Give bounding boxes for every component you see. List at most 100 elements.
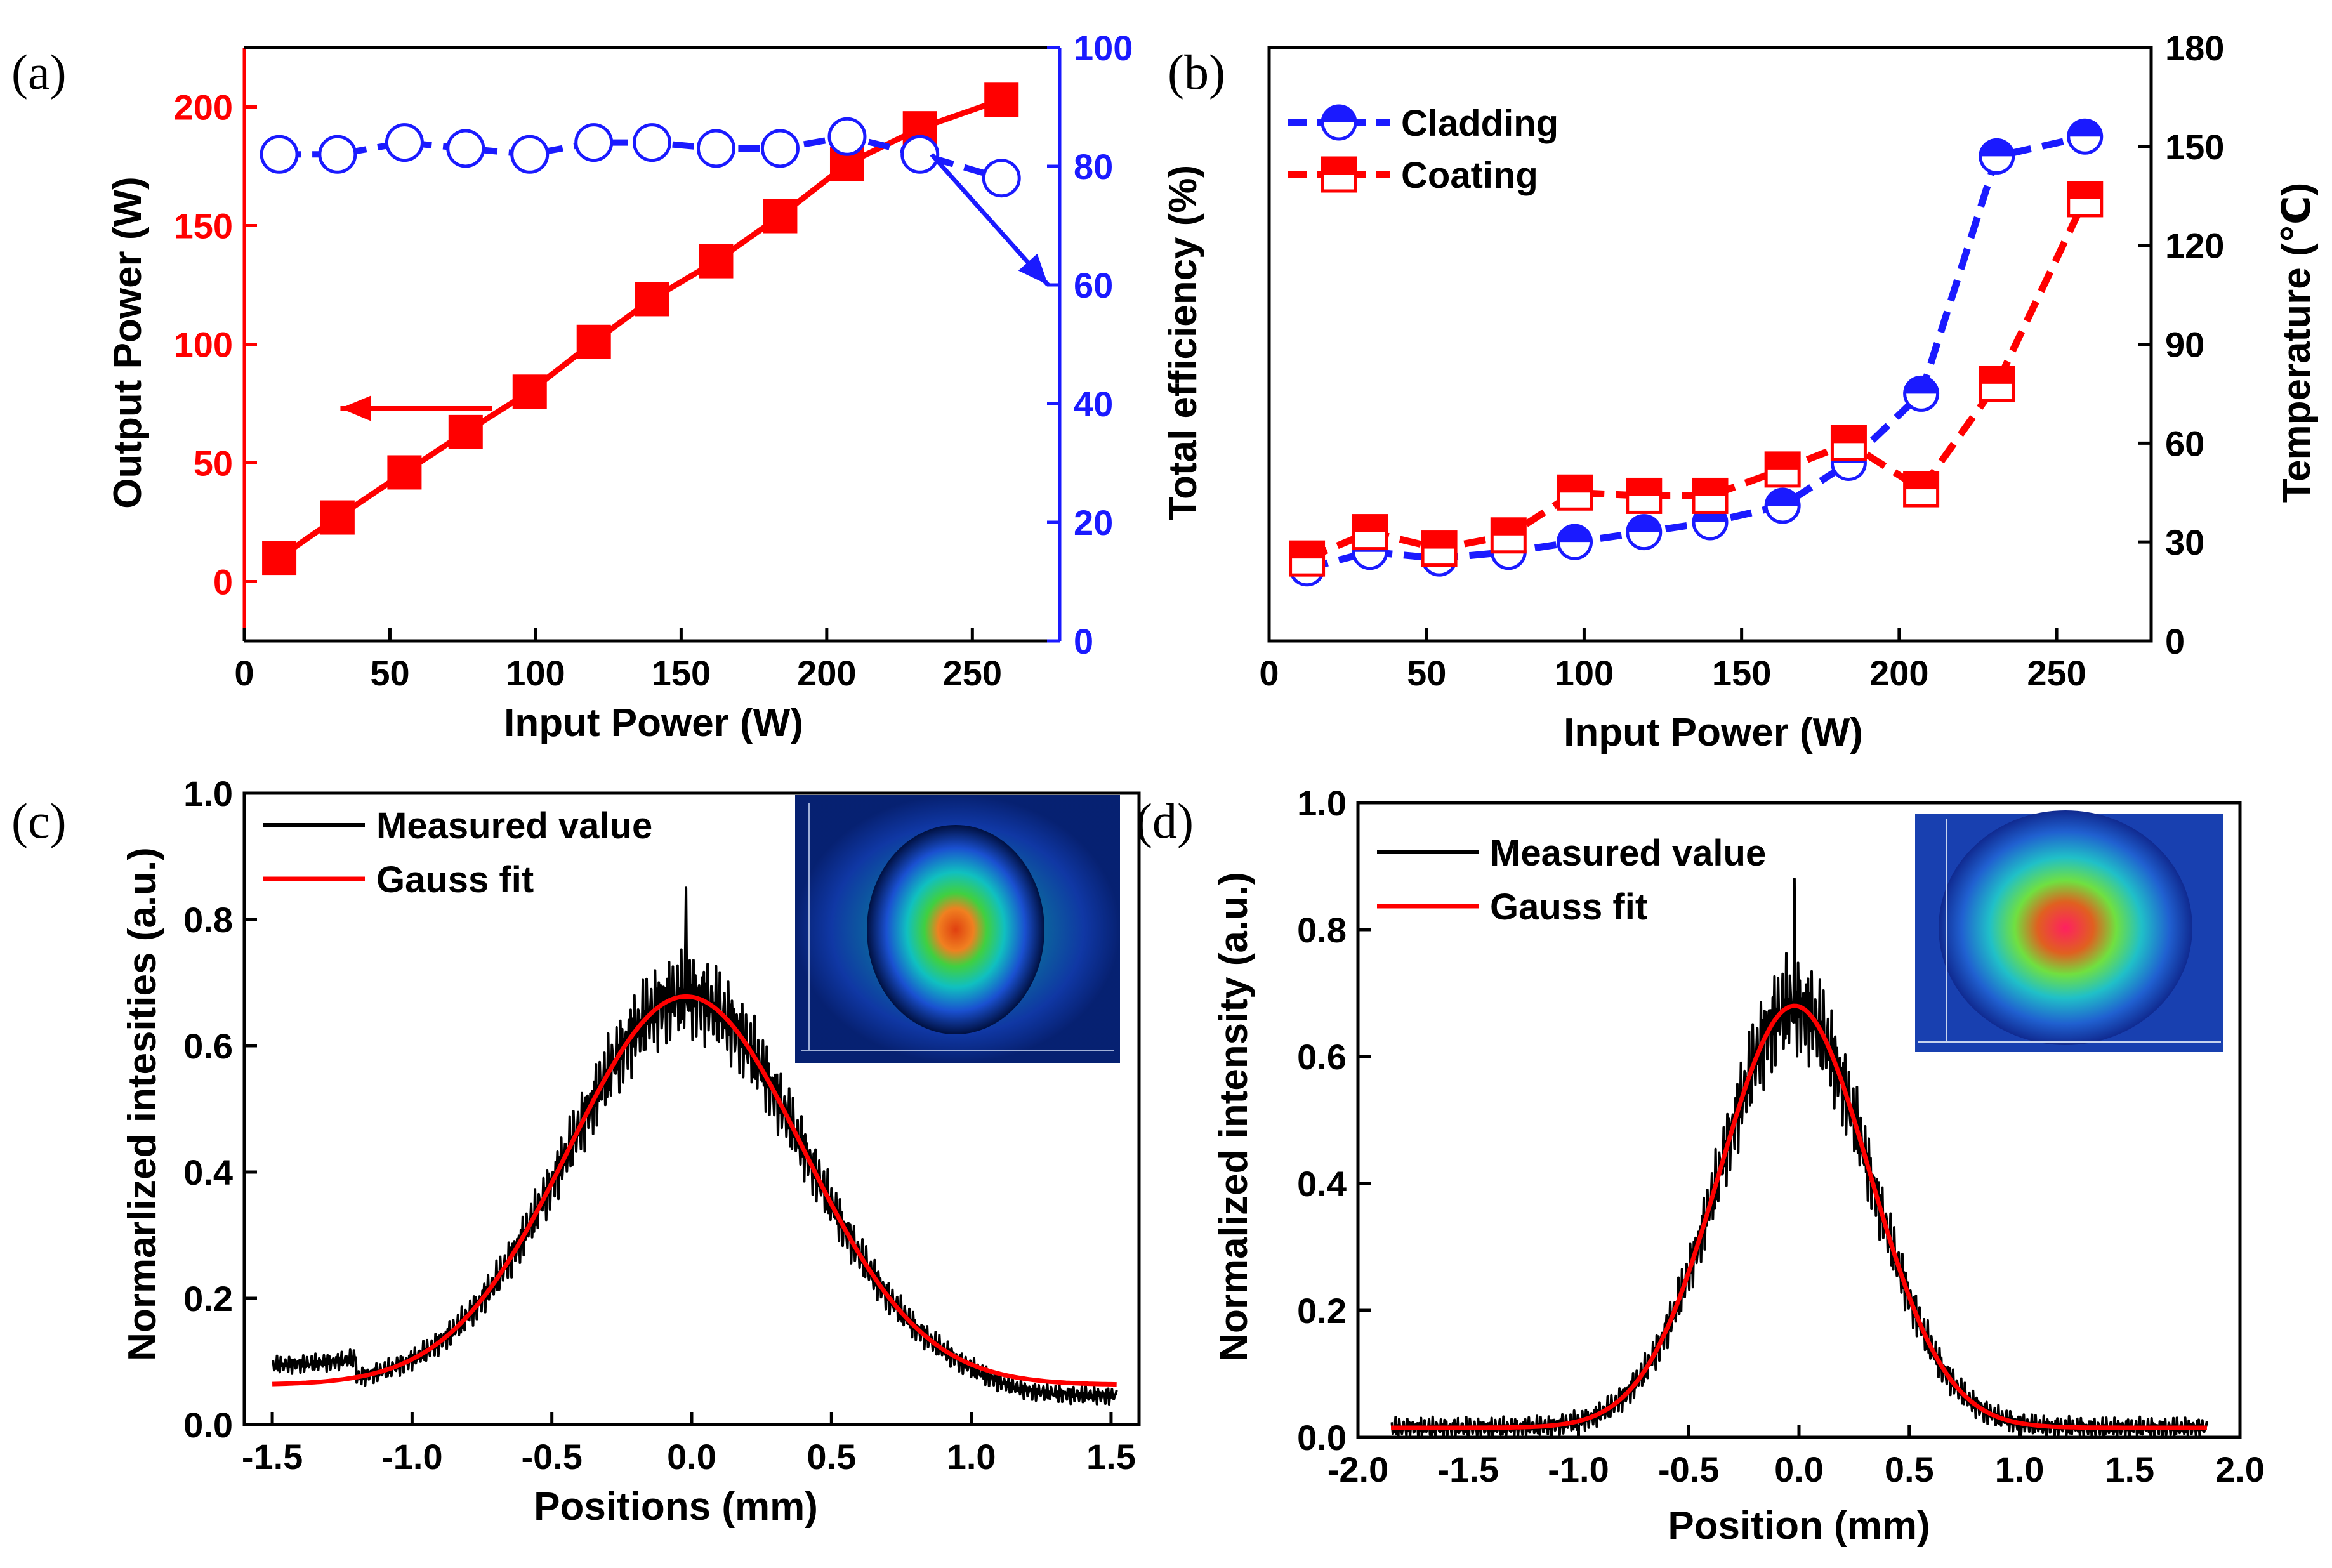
measured-curve <box>272 886 1118 1406</box>
y-tick-label: 60 <box>1074 265 1113 305</box>
y-tick-label: 0.4 <box>1297 1164 1347 1204</box>
panel-b-y2label: Temperature (℃) <box>2275 183 2319 503</box>
y-tick-label: 90 <box>2165 325 2204 365</box>
series-1-point-fill <box>1980 367 2013 384</box>
series-1-point-fill <box>2068 182 2102 199</box>
y-tick-label: 0 <box>1074 621 1093 661</box>
panel-d-xlabel: Position (mm) <box>1668 1504 1930 1548</box>
series-1-point-fill <box>1558 476 1591 493</box>
panel-b-y2-ticks: 0 30 60 90 120 150 180 <box>2138 28 2224 661</box>
y-tick-label: 1.0 <box>1297 783 1347 823</box>
series-1-point-fill <box>1353 515 1387 532</box>
y-tick-label: 50 <box>194 444 233 484</box>
x-tick-label: -2.0 <box>1327 1449 1389 1489</box>
y-tick-label: 120 <box>2165 226 2224 266</box>
panel-c-label: (c) <box>11 793 67 848</box>
y-tick-label: 0.4 <box>183 1152 233 1192</box>
series-0-point-fill <box>1980 140 2013 157</box>
y-tick-label: 60 <box>2165 423 2204 463</box>
panel-c-ylabel: Normarlized intesities (a.u.) <box>121 847 164 1361</box>
x-tick-label: 200 <box>1869 653 1928 693</box>
series-1-point <box>446 129 485 168</box>
legend-label: Gauss fit <box>1490 886 1647 928</box>
panel-c-plot-area <box>272 886 1118 1406</box>
series-1-point-fill <box>1904 473 1938 490</box>
x-tick-label: 0 <box>234 653 254 693</box>
x-tick-label: 0 <box>1259 653 1279 693</box>
panel-c-x-ticks: -1.5 -1.0 -0.5 0.0 0.5 1.0 1.5 <box>242 1412 1136 1477</box>
x-tick-label: 150 <box>1712 653 1771 693</box>
y-tick-label: 150 <box>2165 127 2224 167</box>
panel-b-legend: Cladding Coating <box>1288 103 1558 196</box>
series-0-point <box>387 455 422 490</box>
x-tick-label: 100 <box>1555 653 1614 693</box>
series-0-point-fill <box>2068 120 2102 137</box>
series-0-point <box>512 374 547 409</box>
panel-a-y-ticks: 0 50 100 150 200 <box>174 88 257 602</box>
panel-d-ylabel: Normalized intensity (a.u.) <box>1212 872 1256 1362</box>
y-tick-label: 0.6 <box>183 1026 233 1066</box>
panel-b-xlabel: Input Power (W) <box>1564 711 1863 754</box>
x-tick-label: -0.5 <box>521 1437 583 1477</box>
legend-label: Gauss fit <box>376 859 534 900</box>
panel-c: (c) -1.5 -1.0 -0.5 0.0 0.5 1.0 1.5 0.00.20.40.… <box>11 774 1141 1529</box>
series-0-point <box>763 199 798 234</box>
panel-c-xlabel: Positions (mm) <box>534 1485 818 1529</box>
y-tick-label: 150 <box>174 206 233 246</box>
series-1-point-fill <box>1492 518 1525 536</box>
series-1-point <box>900 135 940 174</box>
series-1-point <box>574 123 614 162</box>
x-tick-label: 50 <box>1407 653 1446 693</box>
x-tick-label: 0.0 <box>667 1437 716 1477</box>
panel-b-label: (b) <box>1168 44 1225 100</box>
x-tick-label: 2.0 <box>2215 1449 2265 1489</box>
y-tick-label: 1.0 <box>183 774 233 814</box>
y-tick-label: 0 <box>2165 621 2185 661</box>
series-1-point-fill <box>1423 532 1456 549</box>
x-tick-label: -1.5 <box>1438 1449 1499 1489</box>
x-tick-label: 50 <box>370 653 409 693</box>
panel-d-label: (d) <box>1136 793 1194 848</box>
x-tick-label: 0.0 <box>1774 1449 1824 1489</box>
series-1-point <box>760 129 800 168</box>
y-tick-label: 0.6 <box>1297 1037 1347 1077</box>
y-tick-label: 40 <box>1074 384 1113 424</box>
series-1-point-fill <box>1832 426 1866 444</box>
x-tick-label: 1.0 <box>1995 1449 2045 1489</box>
x-tick-label: 1.0 <box>947 1437 996 1477</box>
panel-d-beam-spot <box>1939 810 2192 1045</box>
x-tick-label: 100 <box>506 653 565 693</box>
legend-label: Measured value <box>1490 833 1766 874</box>
y-tick-label: 80 <box>1074 147 1113 187</box>
series-0-point-fill <box>1904 377 1938 394</box>
y-tick-label: 20 <box>1074 503 1113 543</box>
legend-label: Cladding <box>1401 103 1558 144</box>
panel-a-x-ticks: 0 50 100 150 200 250 <box>234 628 1002 693</box>
series-1-point <box>696 129 735 168</box>
series-0-point-fill <box>1766 489 1800 506</box>
series-0-point <box>984 82 1019 117</box>
panel-b: (b) 0 50 100 150 200 250 0 30 60 90 120 150 180 Inp… <box>1161 28 2319 754</box>
y-tick-label: 0.2 <box>183 1279 233 1319</box>
x-tick-label: -1.0 <box>381 1437 443 1477</box>
panel-b-x-ticks: 0 50 100 150 200 250 <box>1259 628 2086 693</box>
y-tick-label: 0.0 <box>183 1405 233 1445</box>
panel-d-inset <box>1915 810 2223 1052</box>
series-0-point-fill <box>1558 525 1591 543</box>
panel-a-xlabel: Input Power (W) <box>504 701 803 745</box>
y-tick-label: 0.0 <box>1297 1418 1347 1458</box>
y-tick-label: 0.8 <box>183 900 233 940</box>
panel-c-y-ticks: 0.0 0.2 0.4 0.6 0.8 1.0 <box>183 774 257 1445</box>
y-tick-label: 0.8 <box>1297 910 1347 950</box>
panel-b-plot-area <box>1289 118 2104 587</box>
series-1-point-fill <box>1627 479 1661 496</box>
panel-a-label: (a) <box>11 44 67 100</box>
series-1-point-fill <box>1766 452 1800 470</box>
gauss-fit-curve <box>272 994 1117 1387</box>
panel-c-legend: Measured value Gauss fit <box>263 805 652 900</box>
panel-c-beam-spot <box>867 825 1044 1034</box>
series-0-point <box>576 324 611 359</box>
x-tick-label: 200 <box>797 653 856 693</box>
series-1-point <box>633 123 671 162</box>
